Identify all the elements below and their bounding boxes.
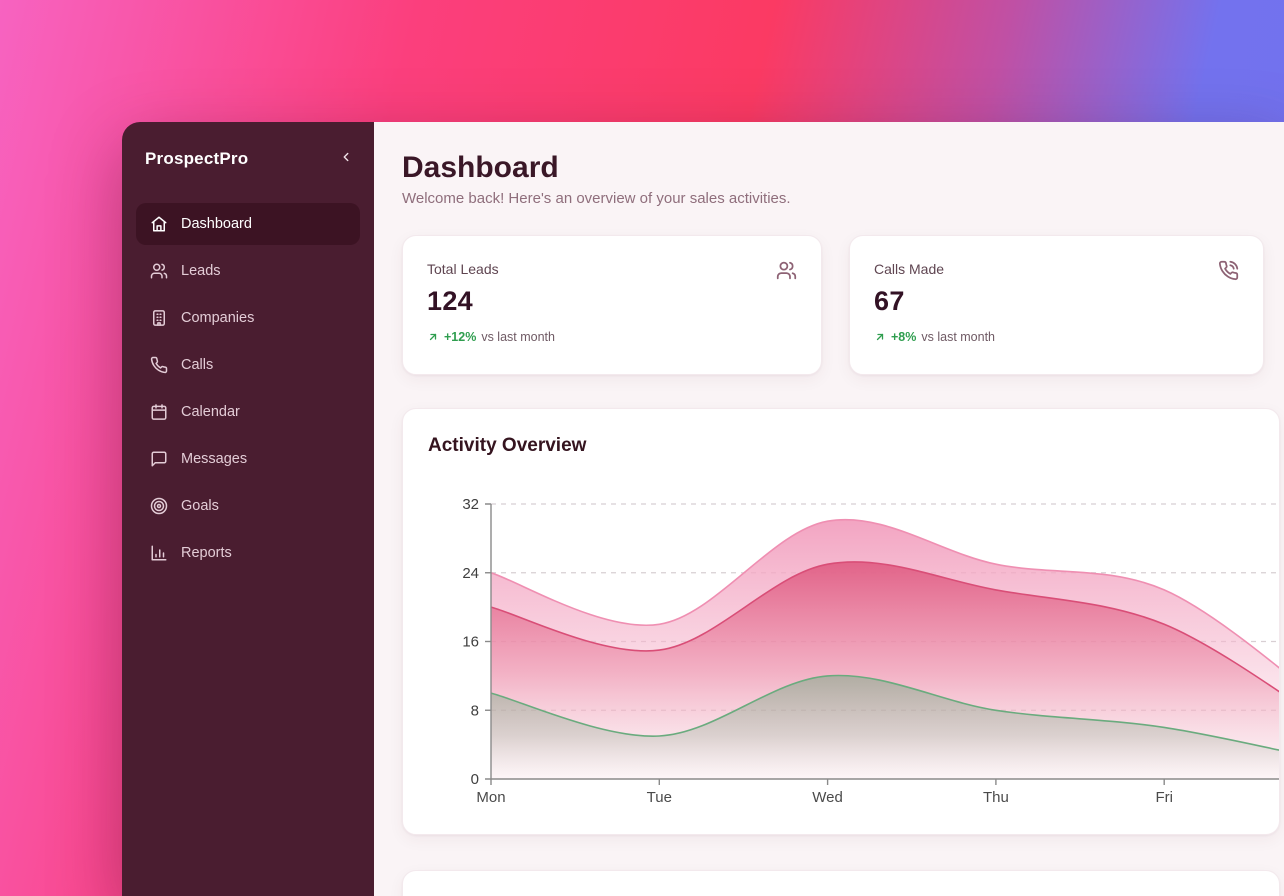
svg-text:8: 8 [471, 702, 479, 719]
sidebar-item-goals[interactable]: Goals [136, 485, 360, 527]
calendar-icon [150, 403, 168, 421]
stat-card-row: Total Leads 124 +12% vs last month Call [402, 235, 1284, 375]
stat-value: 124 [427, 286, 473, 316]
sidebar-item-companies[interactable]: Companies [136, 297, 360, 339]
sidebar-item-label: Reports [181, 545, 232, 561]
chart-axes [485, 503, 1279, 785]
stat-label: Calls Made [874, 261, 945, 277]
phone-call-icon [1218, 260, 1239, 286]
sidebar-item-label: Goals [181, 498, 219, 514]
sidebar-item-label: Messages [181, 451, 248, 467]
stat-card-total-leads[interactable]: Total Leads 124 +12% vs last month [402, 235, 822, 375]
svg-text:Tue: Tue [647, 789, 672, 806]
svg-text:Fri: Fri [1155, 789, 1173, 806]
svg-text:32: 32 [462, 496, 479, 513]
next-section-card [402, 870, 1280, 896]
stat-value: 67 [874, 286, 905, 316]
building-icon [150, 309, 168, 327]
activity-area-chart: 0 8 16 24 32 Mon Tue Wed Thu Fri [462, 496, 1279, 806]
svg-text:Wed: Wed [812, 789, 843, 806]
stat-delta-suffix: vs last month [481, 330, 555, 344]
main-content: Dashboard Welcome back! Here's an overvi… [374, 122, 1284, 896]
svg-text:Thu: Thu [983, 789, 1009, 806]
brand-row: ProspectPro [136, 136, 360, 182]
stat-delta: +12% [444, 330, 477, 344]
svg-text:24: 24 [462, 565, 479, 582]
chart-areas [490, 519, 1279, 779]
sidebar-item-label: Leads [181, 263, 221, 279]
sidebar-item-calls[interactable]: Calls [136, 344, 360, 386]
sidebar-collapse-button[interactable] [336, 149, 356, 169]
sidebar-nav: Dashboard Leads Companies [136, 203, 360, 574]
sidebar-item-label: Calendar [181, 404, 240, 420]
bar-chart-icon [150, 544, 168, 562]
chevron-left-icon [339, 150, 353, 169]
stat-card-calls-made[interactable]: Calls Made 67 +8% vs last month [849, 235, 1264, 375]
stat-delta-suffix: vs last month [921, 330, 996, 344]
sidebar-item-label: Companies [181, 310, 255, 326]
arrow-up-right-icon [874, 331, 886, 343]
chart-axis-labels: 0 8 16 24 32 Mon Tue Wed Thu Fri [462, 496, 1173, 806]
stat-delta: +8% [891, 330, 917, 344]
sidebar-item-reports[interactable]: Reports [136, 532, 360, 574]
page-title: Dashboard [402, 151, 559, 184]
sidebar-item-messages[interactable]: Messages [136, 438, 360, 480]
app-logo: ProspectPro [145, 149, 249, 168]
users-icon [150, 262, 168, 280]
stat-label: Total Leads [427, 261, 499, 277]
sidebar: ProspectPro Dashboard [122, 122, 374, 896]
users-icon [776, 260, 797, 286]
stat-trend: +12% vs last month [427, 330, 797, 344]
page-subtitle: Welcome back! Here's an overview of your… [402, 190, 791, 207]
sidebar-item-leads[interactable]: Leads [136, 250, 360, 292]
stat-trend: +8% vs last month [874, 330, 1239, 344]
home-icon [150, 215, 168, 233]
sidebar-item-calendar[interactable]: Calendar [136, 391, 360, 433]
svg-text:0: 0 [471, 771, 479, 788]
sidebar-item-label: Calls [181, 357, 214, 373]
phone-icon [150, 356, 168, 374]
sidebar-item-label: Dashboard [181, 216, 252, 232]
sidebar-item-dashboard[interactable]: Dashboard [136, 203, 360, 245]
app-window: ProspectPro Dashboard [122, 122, 1284, 896]
arrow-up-right-icon [427, 331, 439, 343]
svg-text:16: 16 [462, 634, 479, 651]
target-icon [150, 497, 168, 515]
message-icon [150, 450, 168, 468]
activity-overview-card: Activity Overview [402, 408, 1280, 835]
chart-title: Activity Overview [428, 435, 587, 456]
svg-text:Mon: Mon [476, 789, 505, 806]
